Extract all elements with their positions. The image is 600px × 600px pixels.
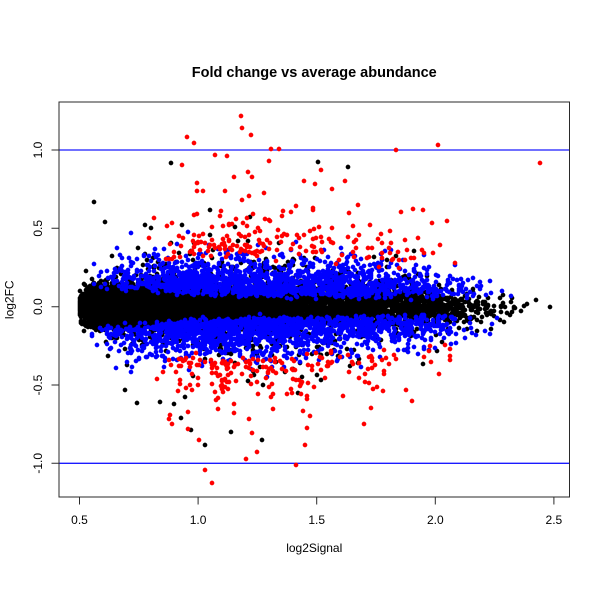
- svg-text:0.5: 0.5: [31, 220, 45, 237]
- svg-text:0.0: 0.0: [31, 298, 45, 315]
- svg-text:0.5: 0.5: [71, 513, 88, 527]
- svg-text:-1.0: -1.0: [31, 453, 45, 474]
- svg-text:log2FC: log2FC: [2, 280, 16, 319]
- svg-text:1.0: 1.0: [190, 513, 207, 527]
- svg-text:1.0: 1.0: [31, 141, 45, 158]
- svg-text:2.0: 2.0: [427, 513, 444, 527]
- svg-text:2.5: 2.5: [546, 513, 563, 527]
- svg-text:1.5: 1.5: [308, 513, 325, 527]
- svg-text:Fold change vs average abundan: Fold change vs average abundance: [192, 65, 437, 81]
- svg-text:-0.5: -0.5: [31, 374, 45, 395]
- svg-text:log2Signal: log2Signal: [286, 541, 342, 555]
